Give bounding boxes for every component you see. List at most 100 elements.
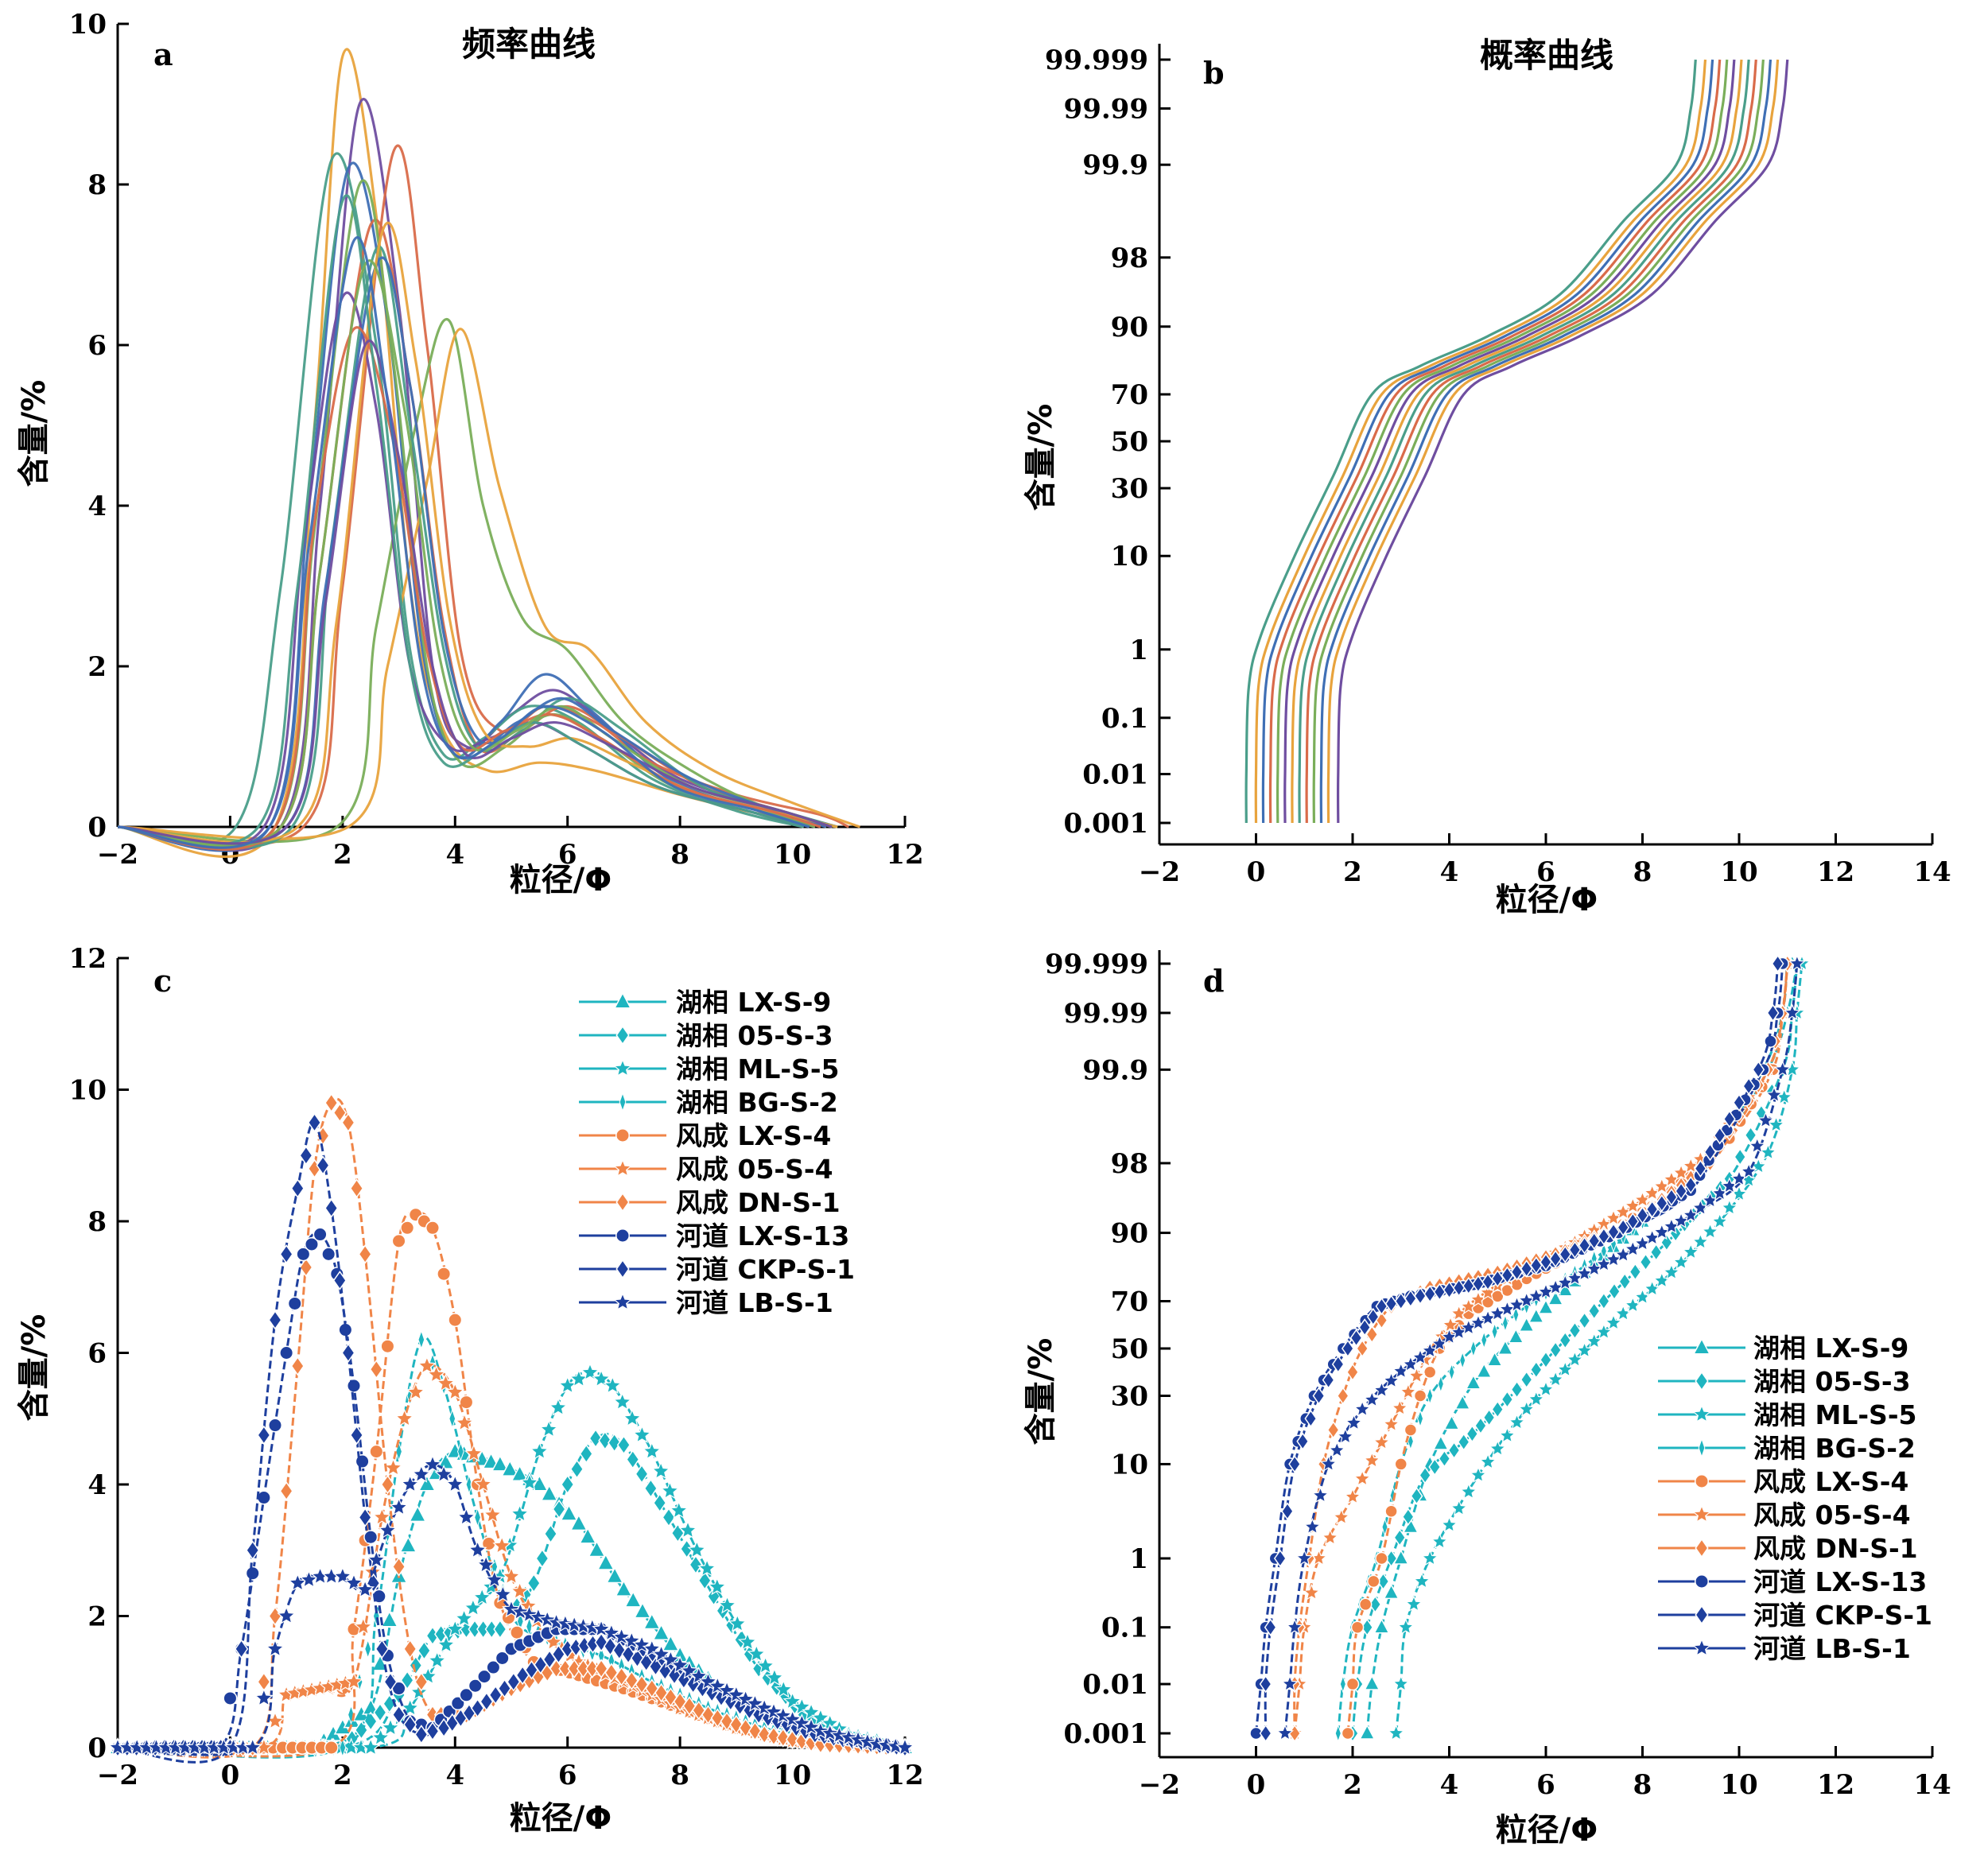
panel-c-series-marker [530,1474,549,1492]
panel-d-series-marker [1469,1465,1488,1483]
panel-d-legend-label: 河道 CKP-S-1 [1753,1600,1932,1631]
panel-d-series-marker [1404,1423,1418,1437]
panel-c-series-marker [364,1639,372,1659]
panel-a-y-tick-label: 2 [87,651,107,683]
panel-c-series-marker [410,1682,429,1701]
panel-d-series-marker [1358,1597,1373,1612]
panel-a-x-tick-label: 8 [670,839,689,871]
panel-a-curve [117,245,838,849]
panel-b-x-tick-label: 0 [1247,856,1266,888]
panel-c-x-axis-label: 粒径/Φ [510,1800,612,1837]
panel-c-series-marker [468,1540,487,1558]
panel-c-series-marker [349,1425,364,1445]
panel-d-y-tick-label: 30 [1111,1381,1148,1413]
panel-d-legend-label: 湖相 LX-S-9 [1753,1333,1908,1364]
panel-d-series-marker [1462,1276,1475,1295]
panel-c-series-marker [511,1464,529,1482]
panel-c-series-marker [304,1236,319,1251]
panel-c-series-marker [391,1557,406,1577]
panel-d-series-marker [1341,1726,1355,1740]
panel-d-series-marker [1684,1176,1698,1194]
panel-c-legend-marker [612,1292,633,1311]
panel-c-series-marker [663,1687,678,1707]
panel-c-series-marker [408,1505,427,1523]
panel-c-x-tick-label: 6 [558,1760,577,1791]
panel-c-series-marker [632,1425,652,1444]
panel-c-series-marker [614,1667,629,1686]
panel-d-series-marker [1766,1003,1780,1023]
panel-c-series-marker [776,1728,790,1748]
panel-d-series-marker [1273,1549,1287,1568]
panel-d-series-marker [1540,1350,1552,1369]
panel-d-series-marker [1660,1233,1673,1251]
panel-d-legend-marker [1695,1574,1709,1589]
panel-d-series-marker [1363,1391,1381,1407]
panel-c-series-marker [456,1507,476,1526]
panel-c-series-marker [651,1461,671,1480]
panel-c-series-marker [455,1413,474,1431]
panel-c-series-marker [459,1395,474,1410]
panel-c-series-marker [755,1655,775,1674]
panel-c-series-marker [339,1737,347,1758]
panel-b-y-tick-label: 10 [1111,541,1148,572]
panel-c-series-marker [493,1619,507,1640]
panel-c-series-marker [491,1454,510,1472]
panel-b-x-tick-label: 10 [1720,856,1757,888]
panel-c-series-marker [680,1539,694,1559]
panel-c-series-marker [265,1639,285,1658]
panel-d-legend-label: 风成 DN-S-1 [1753,1533,1918,1564]
panel-d-series-marker [1587,1232,1601,1250]
panel-a-y-tick-label: 0 [87,812,107,844]
panel-c-series-marker [448,1408,456,1429]
panel-c-series-marker [507,1671,521,1692]
panel-c-series-marker [472,1587,492,1606]
panel-c-series-marker [290,1178,305,1198]
panel-d-series-marker [1396,1618,1415,1636]
panel-d-x-tick-label: 2 [1343,1769,1362,1801]
panel-b-curve [1298,59,1750,824]
panel-d-series-marker [1442,1316,1459,1333]
panel-c-series-marker [510,1625,525,1640]
panel-d-series-marker [1399,1383,1417,1400]
panel-c-series-marker [624,1671,639,1690]
panel-d-series-marker [1353,1399,1372,1417]
panel-c-series-marker [495,1651,510,1666]
panel-c-series-marker [406,1382,425,1401]
panel-c-series-marker [669,1500,689,1519]
panel-c-series-marker [643,1612,661,1630]
panel-d-series-marker [1322,1371,1335,1389]
panel-d-series-marker [1447,1441,1461,1460]
panel-c-series-marker [774,1679,794,1698]
panel-c-series-marker [358,1508,372,1527]
panel-d-series-marker [1672,1253,1691,1271]
panel-d-legend-marker [1695,1371,1709,1391]
panel-d-series-marker [1433,1283,1446,1302]
panel-label-b: b [1203,55,1225,91]
panel-d-series-marker [1566,1350,1584,1368]
panel-d-series-marker [1331,1355,1345,1374]
panel-d-series-marker [1510,1380,1524,1399]
panel-d-series-marker [1423,1365,1437,1380]
panel-d-series-marker [1675,1182,1688,1201]
panel-c-series-marker [576,1659,591,1679]
panel-d-series-marker [1549,1341,1563,1360]
panel-c-series-marker [867,1734,887,1753]
panel-b-y-tick-label: 50 [1111,426,1148,458]
panel-d-series-marker [1336,1427,1354,1445]
panel-c-series-marker [520,1473,539,1492]
panel-d-series-marker [1720,1198,1738,1216]
panel-b-y-tick-label: 0.001 [1064,808,1148,840]
panel-c-series-marker [697,1570,712,1591]
panel-d-series-marker [1491,1400,1505,1418]
panel-d-series-marker [1559,1245,1572,1263]
panel-c-series-marker [580,1362,600,1381]
panel-c-series-marker [332,1271,347,1290]
panel-d-y-tick-label: 10 [1111,1449,1148,1480]
panel-c-legend-label: 河道 LB-S-1 [676,1287,833,1318]
panel-d-series-marker [1276,1724,1295,1741]
panel-c-legend-marker [615,1128,630,1143]
panel-c-series-marker [400,1220,415,1236]
panel-c-series-marker [569,1459,584,1479]
panel-c-series-marker [464,1443,483,1462]
